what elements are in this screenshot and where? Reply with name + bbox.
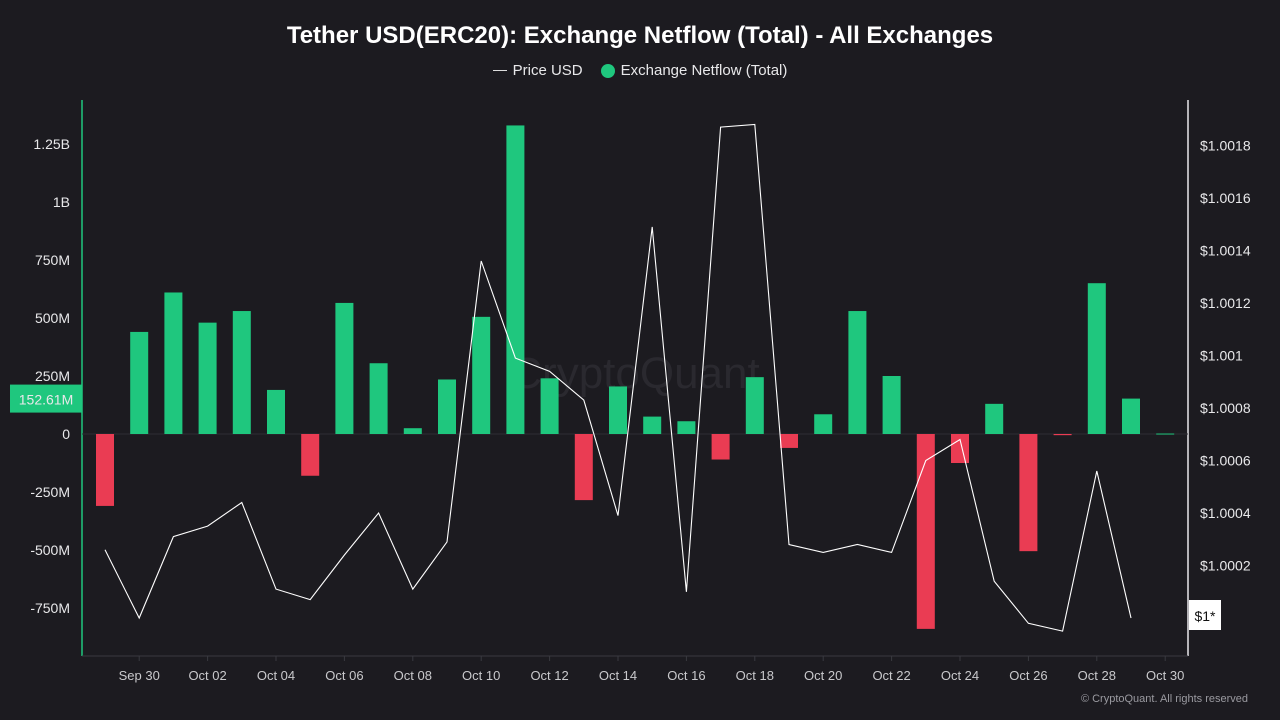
current-price-badge [1189,600,1221,630]
netflow-bar [848,311,867,434]
netflow-bar [745,377,764,434]
netflow-bar [506,125,525,434]
legend: Price USD Exchange Netflow (Total) [0,62,1280,79]
left-tick-label: -250M [30,484,70,500]
current-netflow-badge [10,384,82,413]
x-tick-label: Oct 12 [530,668,568,683]
left-tick-label: 750M [35,252,70,268]
right-tick-label: $1.0012 [1200,295,1251,311]
right-tick-label: $1.0004 [1200,505,1251,521]
current-netflow-label: 152.61M [19,392,73,408]
price-line [104,123,1132,632]
x-tick-label: Oct 14 [599,668,637,683]
x-tick-label: Oct 16 [667,668,705,683]
netflow-bar [403,428,422,434]
x-tick-label: Oct 24 [941,668,979,683]
right-tick-label: $1.0016 [1200,190,1251,206]
x-tick-label: Oct 02 [188,668,226,683]
netflow-bar [1087,283,1106,434]
x-tick-label: Oct 28 [1078,668,1116,683]
netflow-bar [164,292,183,434]
netflow-bar [232,311,251,434]
netflow-bar [198,322,217,434]
right-tick-label: $1.0002 [1200,558,1251,574]
netflow-bar [711,434,730,460]
x-tick-label: Oct 22 [872,668,910,683]
chart-title: Tether USD(ERC20): Exchange Netflow (Tot… [286,22,994,49]
netflow-bar [96,434,114,506]
netflow-bar [301,434,320,476]
left-tick-label: 1.25B [33,136,70,152]
netflow-bar [369,363,388,434]
x-tick-label: Oct 30 [1146,668,1184,683]
netflow-bar [1122,398,1140,434]
left-tick-label: -500M [30,542,70,558]
right-tick-label: $1.0014 [1200,243,1251,259]
x-tick-label: Oct 10 [462,668,500,683]
netflow-bar [438,379,456,434]
copyright: © CryptoQuant. All rights reserved [1080,693,1248,705]
left-tick-label: 500M [35,310,70,326]
x-tick-label: Oct 26 [1009,668,1047,683]
legend-item-price[interactable]: Price USD [492,62,583,79]
netflow-bar [814,414,833,434]
netflow-bar [574,434,593,501]
right-tick-label: $1.0018 [1200,138,1251,154]
netflow-bar [882,376,901,434]
x-tick-label: Oct 18 [736,668,774,683]
x-tick-label: Oct 04 [257,668,295,683]
netflow-bar [1019,434,1038,552]
netflow-bar [130,331,149,434]
right-tick-label: $1.0008 [1200,400,1251,416]
netflow-bar [267,389,285,434]
netflow-bar [335,302,354,434]
netflow-bar [677,421,696,434]
x-tick-label: Sep 30 [119,668,160,683]
netflow-bar [916,434,935,629]
left-tick-label: 250M [35,368,70,384]
netflow-bar [540,378,559,434]
x-tick-label: Oct 20 [804,668,842,683]
left-tick-label: 1B [53,194,70,210]
x-tick-label: Oct 08 [394,668,432,683]
netflow-bar [951,434,969,463]
netflow-bar [472,316,491,434]
x-tick-label: Oct 06 [325,668,363,683]
netflow-bar [643,416,662,434]
left-tick-label: -750M [30,600,70,616]
left-tick-label: 0 [62,426,70,442]
legend-label: Exchange Netflow (Total) [620,62,788,79]
line-swatch-icon [492,70,507,71]
legend-item-netflow[interactable]: Exchange Netflow (Total) [600,62,788,79]
netflow-bar [1053,434,1072,436]
dot-swatch-icon [600,63,615,78]
netflow-bar [985,403,1004,434]
right-tick-label: $1.001 [1200,348,1243,364]
netflow-bar [1156,433,1175,435]
netflow-bar [780,434,798,448]
right-tick-label: $1.0006 [1200,453,1251,469]
netflow-bar [609,386,627,434]
current-price-label: $1* [1194,608,1216,624]
legend-label: Price USD [512,62,583,79]
